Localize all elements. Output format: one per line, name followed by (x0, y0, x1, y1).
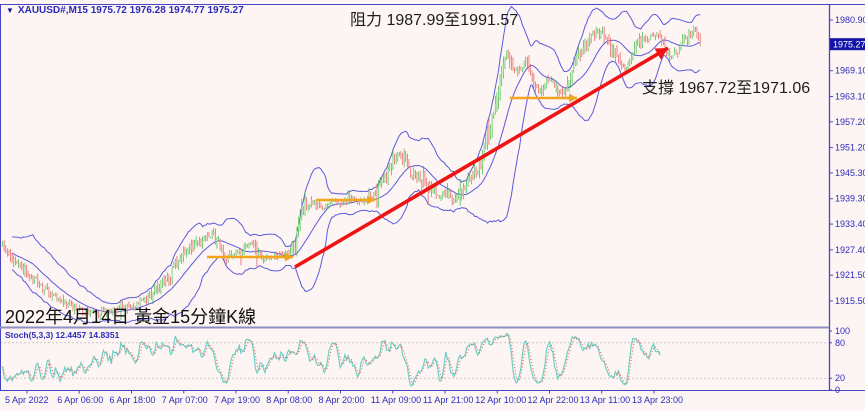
time-tick-label: 7 Apr 07:00 (162, 395, 208, 405)
stoch-tick-label: 0 (835, 385, 840, 395)
time-tick-label: 11 Apr 21:00 (423, 395, 473, 405)
symbol-ohlc-label: XAUUSD#,M15 1975.72 1976.28 1974.77 1975… (17, 5, 244, 16)
time-tick-label: 13 Apr 11:00 (580, 395, 630, 405)
resistance-annotation: 阻力 1987.99至1991.57 (350, 12, 519, 29)
price-tick-label: 1915.50 (835, 296, 865, 306)
time-tick-label: 13 Apr 23:00 (632, 395, 683, 405)
time-tick-label: 8 Apr 08:00 (266, 395, 312, 405)
price-tick-label: 1927.40 (835, 245, 865, 255)
price-tick-label: 1945.30 (835, 168, 865, 178)
chevron-down-icon[interactable]: ▼ (6, 6, 14, 15)
stoch-tick-label: 100 (835, 326, 850, 336)
time-tick-label: 7 Apr 19:00 (214, 395, 260, 405)
current-price-badge (830, 38, 865, 51)
price-tick-label: 1969.10 (835, 66, 865, 76)
current-price-label: 1975.27 (833, 40, 865, 50)
stoch-tick-label: 20 (835, 373, 845, 383)
time-tick-label: 6 Apr 18:00 (110, 395, 156, 405)
price-tick-label: 1957.20 (835, 117, 865, 127)
caption-annotation: 2022年4月14日 黃金15分鐘K線 (5, 307, 257, 327)
price-tick-label: 1980.90 (835, 15, 865, 25)
price-tick-label: 1951.20 (835, 143, 865, 153)
time-tick-label: 6 Apr 06:00 (57, 395, 103, 405)
price-tick-label: 1933.40 (835, 219, 865, 229)
trend-arrow-line[interactable] (294, 46, 669, 269)
price-tick-label: 1921.50 (835, 270, 865, 280)
stoch-tick-label: 80 (835, 338, 845, 348)
price-tick-label: 1963.10 (835, 91, 865, 101)
support-annotation: 支撐 1967.72至1971.06 (642, 80, 811, 97)
stoch-indicator-label: Stoch(5,3,3) 12.4457 14.8351 (5, 330, 120, 340)
price-tick-label: 1939.30 (835, 194, 865, 204)
time-tick-label: 12 Apr 10:00 (475, 395, 526, 405)
time-tick-label: 11 Apr 09:00 (371, 395, 421, 405)
time-tick-label: 5 Apr 2022 (5, 395, 49, 405)
time-tick-label: 8 Apr 20:00 (319, 395, 365, 405)
time-tick-label: 12 Apr 22:00 (528, 395, 579, 405)
symbol-header: ▼ XAUUSD#,M15 1975.72 1976.28 1974.77 197… (6, 5, 244, 16)
